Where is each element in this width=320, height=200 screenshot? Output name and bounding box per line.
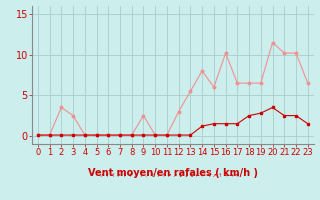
X-axis label: Vent moyen/en rafales ( km/h ): Vent moyen/en rafales ( km/h ) xyxy=(88,168,258,178)
Text: ↗ ↑ ↑ ↗ ↑ ↑ ↗ ↑ ↗ ↑ ↑ ↑ ↗ ↗ ↓ ↓ ↓ ← ← ↖ ↗ ↑ → → ↖: ↗ ↑ ↑ ↗ ↑ ↑ ↗ ↑ ↗ ↑ ↑ ↑ ↗ ↗ ↓ ↓ ↓ ← ← ↖ … xyxy=(100,172,239,178)
